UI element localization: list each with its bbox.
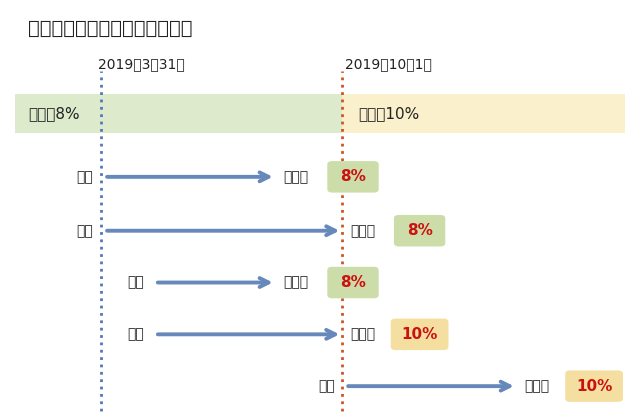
Text: 消費税10%: 消費税10% <box>358 106 419 121</box>
Text: 契約: 契約 <box>77 224 93 238</box>
Text: 消費税８％適用のスケジュール: 消費税８％適用のスケジュール <box>28 19 193 38</box>
Text: 契約: 契約 <box>318 379 335 393</box>
FancyBboxPatch shape <box>391 319 449 350</box>
Text: 2019年3月31日: 2019年3月31日 <box>98 57 185 71</box>
Text: 10%: 10% <box>401 327 438 342</box>
Text: 8%: 8% <box>340 169 366 184</box>
Text: 引渡し: 引渡し <box>350 327 375 341</box>
FancyBboxPatch shape <box>565 370 623 402</box>
Text: 引渡し: 引渡し <box>350 224 375 238</box>
FancyBboxPatch shape <box>327 161 379 193</box>
Text: 消費税8%: 消費税8% <box>28 106 80 121</box>
Text: 8%: 8% <box>340 275 366 290</box>
Text: 8%: 8% <box>406 223 433 238</box>
Text: 10%: 10% <box>576 379 612 394</box>
FancyBboxPatch shape <box>15 94 342 133</box>
FancyBboxPatch shape <box>342 94 625 133</box>
Text: 契約: 契約 <box>127 276 144 289</box>
Text: 引渡し: 引渡し <box>284 170 308 184</box>
FancyBboxPatch shape <box>327 267 379 298</box>
Text: 引渡し: 引渡し <box>284 276 308 289</box>
Text: 引渡し: 引渡し <box>524 379 549 393</box>
FancyBboxPatch shape <box>394 215 445 247</box>
Text: 契約: 契約 <box>77 170 93 184</box>
Text: 契約: 契約 <box>127 327 144 341</box>
Text: 2019年10月1日: 2019年10月1日 <box>346 57 432 71</box>
